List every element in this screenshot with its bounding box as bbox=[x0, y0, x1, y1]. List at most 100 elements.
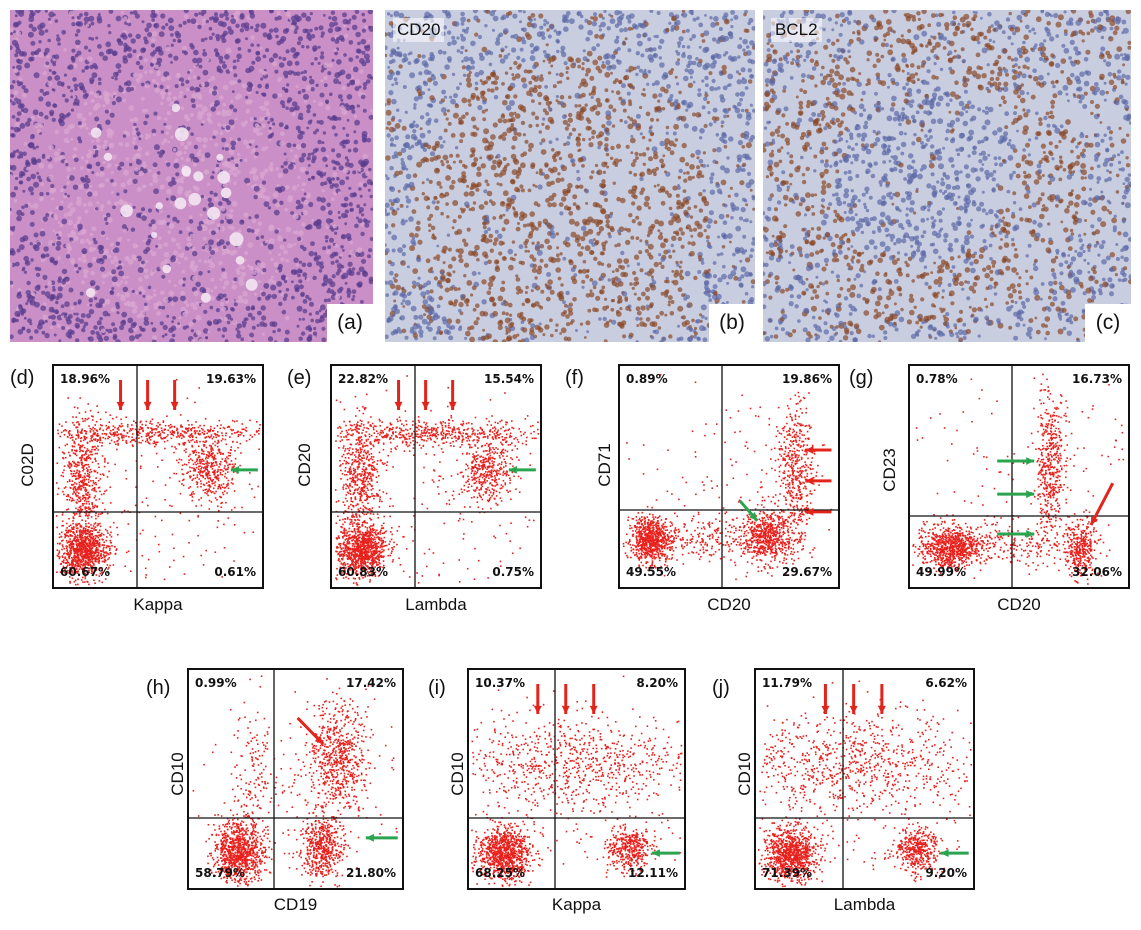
red-arrow bbox=[877, 684, 886, 714]
green-arrow bbox=[997, 530, 1035, 538]
green-arrow bbox=[738, 499, 759, 522]
red-arrow bbox=[448, 380, 457, 410]
red-arrow bbox=[821, 684, 830, 714]
y-axis-label: CD20 bbox=[295, 425, 315, 505]
cell-events bbox=[758, 680, 972, 888]
x-axis-label: Kappa bbox=[467, 895, 686, 915]
quadrant-percentage: 71.39% bbox=[762, 866, 812, 880]
quadrant-percentage: 10.37% bbox=[475, 676, 525, 690]
scatter-canvas bbox=[756, 670, 973, 888]
scatter-canvas bbox=[189, 670, 402, 888]
y-axis-label: CD10 bbox=[168, 734, 188, 814]
green-arrow bbox=[997, 490, 1035, 499]
quadrant-percentage: 68.25% bbox=[475, 866, 525, 880]
panel-letter: (b) bbox=[709, 304, 755, 342]
quadrant-percentage: 18.96% bbox=[60, 372, 110, 386]
cell-events bbox=[471, 675, 683, 888]
panel-letter: (f) bbox=[565, 367, 584, 390]
red-arrow bbox=[589, 684, 598, 714]
quadrant-percentage: 58.79% bbox=[195, 866, 245, 880]
green-arrow bbox=[508, 466, 536, 474]
stain-title: CD20 bbox=[393, 18, 445, 42]
red-arrow bbox=[805, 477, 832, 485]
panel-letter: (g) bbox=[849, 367, 873, 390]
y-axis-label: CD10 bbox=[735, 734, 755, 814]
red-arrow bbox=[849, 684, 858, 714]
green-arrow bbox=[997, 457, 1035, 465]
scatter-canvas bbox=[469, 670, 684, 888]
red-arrow bbox=[805, 507, 832, 516]
photo-panel-a: (a) bbox=[10, 10, 373, 342]
panel-letter: (a) bbox=[327, 304, 373, 342]
scatter-canvas bbox=[910, 366, 1128, 587]
quadrant-percentage: 6.62% bbox=[925, 676, 967, 690]
quadrant-percentage: 19.86% bbox=[782, 372, 832, 386]
panel-letter: (d) bbox=[10, 367, 34, 390]
quadrant-percentage: 49.55% bbox=[626, 565, 676, 579]
stain-title: BCL2 bbox=[771, 18, 822, 42]
cell-events bbox=[912, 373, 1125, 585]
quadrant-percentage: 17.42% bbox=[346, 676, 396, 690]
y-axis-label: CD23 bbox=[880, 430, 900, 510]
quadrant-percentage: 49.99% bbox=[916, 565, 966, 579]
scatter-plot: 11.79% 6.62% 71.39% 9.20% bbox=[754, 668, 975, 890]
green-arrow bbox=[940, 849, 969, 857]
quadrant-percentage: 11.79% bbox=[762, 676, 812, 690]
y-axis-label: CD10 bbox=[448, 734, 468, 814]
x-axis-label: CD20 bbox=[908, 595, 1130, 615]
photo-panel-c: BCL2 (c) bbox=[763, 10, 1131, 342]
panel-letter: (j) bbox=[712, 677, 730, 700]
green-arrow bbox=[365, 833, 398, 842]
y-axis-label: CD71 bbox=[595, 425, 615, 505]
red-arrow bbox=[1089, 482, 1115, 526]
x-axis-label: Kappa bbox=[52, 595, 264, 615]
scatter-canvas bbox=[620, 366, 838, 587]
quadrant-percentage: 22.82% bbox=[338, 372, 388, 386]
he-stain-image bbox=[10, 10, 373, 342]
green-arrow bbox=[651, 849, 680, 857]
quadrant-percentage: 12.11% bbox=[628, 866, 678, 880]
cell-events bbox=[192, 675, 398, 888]
panel-letter: (e) bbox=[287, 367, 311, 390]
quadrant-percentage: 0.89% bbox=[626, 372, 668, 386]
quadrant-percentage: 0.99% bbox=[195, 676, 237, 690]
scatter-plot: 0.78% 16.73% 49.99% 32.06% bbox=[908, 364, 1130, 589]
quadrant-percentage: 19.63% bbox=[206, 372, 256, 386]
red-arrow bbox=[296, 716, 325, 746]
cell-events bbox=[622, 374, 833, 581]
panel-letter: (i) bbox=[428, 677, 446, 700]
scatter-plot: 10.37% 8.20% 68.25% 12.11% bbox=[467, 668, 686, 890]
quadrant-percentage: 60.67% bbox=[60, 565, 110, 579]
quadrant-percentage: 0.78% bbox=[916, 372, 958, 386]
red-arrow bbox=[116, 380, 125, 410]
panel-letter: (c) bbox=[1085, 304, 1131, 342]
quadrant-percentage: 15.54% bbox=[484, 372, 534, 386]
cell-events bbox=[56, 378, 261, 586]
y-axis-label: C02D bbox=[18, 425, 38, 505]
x-axis-label: Lambda bbox=[330, 595, 542, 615]
quadrant-percentage: 16.73% bbox=[1072, 372, 1122, 386]
red-arrow bbox=[533, 684, 542, 714]
red-arrow bbox=[421, 380, 430, 410]
scatter-plot: 0.99% 17.42% 58.79% 21.80% bbox=[187, 668, 404, 890]
red-arrow bbox=[143, 380, 152, 410]
quadrant-percentage: 0.61% bbox=[214, 565, 256, 579]
red-arrow bbox=[805, 446, 832, 454]
scatter-plot: 0.89% 19.86% 49.55% 29.67% bbox=[618, 364, 840, 589]
red-arrow bbox=[561, 684, 570, 714]
photo-panel-b: CD20 (b) bbox=[385, 10, 755, 342]
x-axis-label: CD19 bbox=[187, 895, 404, 915]
cd20-stain-image bbox=[385, 10, 755, 342]
quadrant-percentage: 0.75% bbox=[492, 565, 534, 579]
scatter-canvas bbox=[332, 366, 540, 587]
scatter-plot: 22.82% 15.54% 60.83% 0.75% bbox=[330, 364, 542, 589]
green-arrow bbox=[230, 466, 258, 474]
quadrant-percentage: 60.83% bbox=[338, 565, 388, 579]
red-arrow bbox=[170, 380, 179, 410]
bcl2-stain-image bbox=[763, 10, 1131, 342]
panel-letter: (h) bbox=[146, 677, 170, 700]
cell-events bbox=[334, 375, 540, 586]
scatter-canvas bbox=[54, 366, 262, 587]
scatter-plot: 18.96% 19.63% 60.67% 0.61% bbox=[52, 364, 264, 589]
quadrant-percentage: 9.20% bbox=[925, 866, 967, 880]
